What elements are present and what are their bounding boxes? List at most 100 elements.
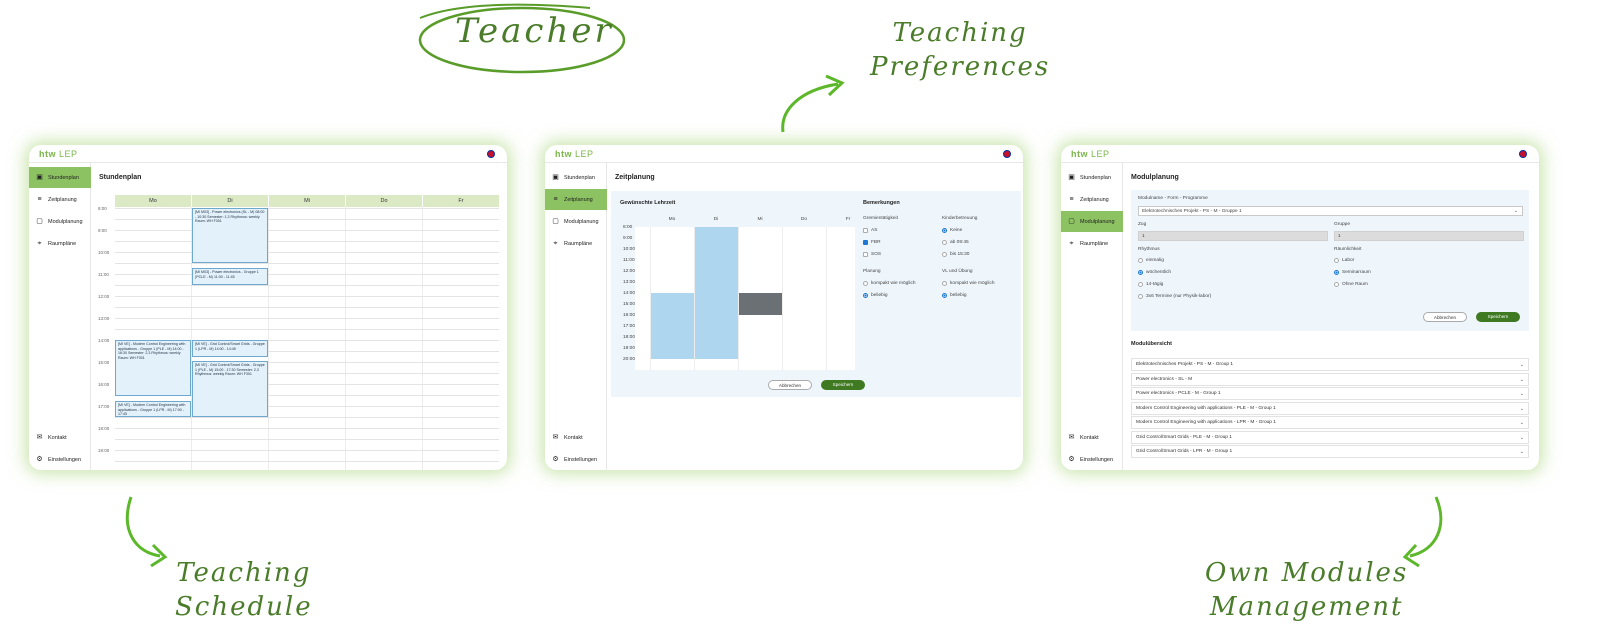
nav-item-schedule[interactable]: ▣ Stundenplan: [29, 167, 91, 188]
calendar-icon: ▣: [1068, 174, 1075, 181]
language-flag-icon[interactable]: [1003, 150, 1011, 158]
rhythm-radio-3x6[interactable]: [1138, 294, 1143, 299]
committee-checkbox-as[interactable]: [863, 228, 868, 233]
schedule-event[interactable]: [MI VE] - Grid Control/Smart Grids - Gru…: [192, 361, 268, 417]
language-flag-icon[interactable]: [1519, 150, 1527, 158]
nav-label: Einstellungen: [48, 456, 82, 463]
grid-line: [115, 241, 499, 242]
nav-label: Modulplanung: [48, 218, 83, 225]
grid-title: Gewünschte Lehrzeit: [620, 200, 676, 206]
nav-label: Modulplanung: [1080, 218, 1115, 225]
nav-item-rooms[interactable]: ⌖ Raumpläne: [1061, 233, 1123, 254]
grid-line: [115, 373, 499, 374]
module-list-item[interactable]: Elektrotechnisches Projekt - PS - M - Gr…: [1131, 358, 1529, 371]
module-list-item[interactable]: Grid Control/Smart Grids - PLE - M - Gro…: [1131, 431, 1529, 444]
planning-radio-compact[interactable]: [863, 281, 868, 286]
rhythm-radio-once[interactable]: [1138, 258, 1143, 263]
room-radio-none[interactable]: [1334, 282, 1339, 287]
htw-logo[interactable]: htw LEP: [39, 149, 78, 159]
language-flag-icon[interactable]: [487, 150, 495, 158]
annotation-own-modules-line2: Management: [1209, 592, 1404, 622]
nav-item-time-planning[interactable]: ≡ Zeitplanung: [1061, 189, 1123, 210]
schedule-event[interactable]: [MI M03] - Power electronics - Gruppe 1 …: [192, 268, 268, 285]
preferred-time-grid[interactable]: Mo Di Mi Do Fr 8:00 9:00 10:00 11:00 12:…: [623, 217, 855, 370]
nav-item-module-planning[interactable]: ▢ Modulplanung: [29, 211, 91, 232]
nav-item-schedule[interactable]: ▣ Stundenplan: [1061, 167, 1123, 188]
nav-item-contact[interactable]: ✉ Kontakt: [1061, 427, 1123, 448]
list-icon: ≡: [37, 196, 42, 203]
nav-item-settings[interactable]: ⚙ Einstellungen: [545, 449, 607, 470]
module-select[interactable]: Elektrotechnisches Projekt - PS - M - Gr…: [1138, 206, 1523, 216]
nav-label: Kontakt: [564, 434, 583, 441]
nav-item-settings[interactable]: ⚙ Einstellungen: [1061, 449, 1123, 470]
grid-line: [694, 227, 695, 370]
schedule-event[interactable]: [MI M03] - Power electronics (SL - M) 08…: [192, 208, 268, 263]
chevron-down-icon: ⌄: [1519, 420, 1524, 426]
module-list-item[interactable]: Modern Control Engineering with applicat…: [1131, 416, 1529, 429]
lecture-exercise-radio-any[interactable]: [942, 293, 947, 298]
nav-item-rooms[interactable]: ⌖ Raumpläne: [545, 233, 607, 254]
chevron-down-icon: ⌄: [1519, 449, 1524, 455]
nav-item-time-planning[interactable]: ≡ Zeitplanung: [29, 189, 91, 210]
save-button[interactable]: Speichern: [1476, 312, 1520, 322]
grid-line: [115, 296, 499, 297]
nav-item-rooms[interactable]: ⌖ Raumpläne: [29, 233, 91, 254]
committee-checkbox-sos[interactable]: [863, 252, 868, 257]
grid-line: [738, 227, 739, 370]
nav-label: Raumpläne: [48, 240, 77, 247]
planning-label: Planung: [863, 269, 881, 274]
cancel-button[interactable]: Abbrechen: [768, 380, 812, 390]
rhythm-option: 14-tägig: [1146, 282, 1164, 287]
sidebar: ▣ Stundenplan ≡ Zeitplanung ▢ Modulplanung …: [545, 163, 607, 470]
nav-label: Raumpläne: [1080, 240, 1109, 247]
schedule-event[interactable]: [MI VE] - Modern Control Engineering wit…: [115, 340, 191, 396]
lecture-exercise-radio-compact[interactable]: [942, 281, 947, 286]
chevron-down-icon: ⌄: [1513, 208, 1518, 214]
nav-label: Zeitplanung: [564, 196, 593, 203]
grid-line: [115, 351, 499, 352]
cancel-button[interactable]: Abbrechen: [1423, 312, 1467, 322]
childcare-radio-from[interactable]: [942, 240, 947, 245]
module-list-label: Elektrotechnisches Projekt - PS - M - Gr…: [1136, 362, 1234, 367]
day-header: Mi: [757, 217, 763, 222]
htw-logo[interactable]: htw LEP: [555, 149, 594, 159]
nav-item-schedule[interactable]: ▣ Stundenplan: [545, 167, 607, 188]
preferred-slot[interactable]: [650, 293, 694, 359]
room-radio-seminar[interactable]: [1334, 270, 1339, 275]
grid-line: [115, 285, 499, 286]
list-icon: ≡: [553, 196, 558, 203]
room-radio-lab[interactable]: [1334, 258, 1339, 263]
room-option: Labor: [1342, 258, 1355, 263]
schedule-event[interactable]: [MI VE] - Grid Control/Smart Grids - Gru…: [192, 340, 268, 357]
module-list-item[interactable]: Modern Control Engineering with applicat…: [1131, 402, 1529, 415]
annotation-preferences-line2: Preferences: [870, 52, 1051, 82]
nav-item-time-planning[interactable]: ≡ Zeitplanung: [545, 189, 607, 210]
childcare-radio-none[interactable]: [942, 228, 947, 233]
rhythm-radio-biweekly[interactable]: [1138, 282, 1143, 287]
planning-radio-any[interactable]: [863, 293, 868, 298]
annotation-schedule-line2: Schedule: [175, 592, 313, 622]
day-header: Do: [800, 217, 808, 222]
grid-line: [115, 439, 499, 440]
module-list-item[interactable]: Power electronics - SL - M ⌄: [1131, 373, 1529, 386]
nav-label: Einstellungen: [1080, 456, 1114, 463]
htw-logo[interactable]: htw LEP: [1071, 149, 1110, 159]
rhythm-radio-weekly[interactable]: [1138, 270, 1143, 275]
schedule-event[interactable]: [MI VE] - Modern Control Engineering wit…: [115, 401, 191, 417]
nav-item-module-planning[interactable]: ▢ Modulplanung: [1061, 211, 1123, 232]
committee-checkbox-fbr[interactable]: [863, 240, 868, 245]
preferred-slot[interactable]: [694, 227, 738, 359]
time-label: 15:00: [623, 302, 636, 307]
preferences-panel: Gewünschte Lehrzeit Mo Di Mi Do Fr 8:00 …: [611, 191, 1021, 397]
nav-item-module-planning[interactable]: ▢ Modulplanung: [545, 211, 607, 232]
childcare-radio-until[interactable]: [942, 252, 947, 257]
module-list-item[interactable]: Power electronics - PCLE - M - Group 1 ⌄: [1131, 387, 1529, 400]
nav-item-settings[interactable]: ⚙ Einstellungen: [29, 449, 91, 470]
logo-suffix: LEP: [575, 149, 594, 159]
save-button[interactable]: Speichern: [821, 380, 865, 390]
module-list-item[interactable]: Grid Control/Smart Grids - LPR - M - Gro…: [1131, 445, 1529, 458]
nav-item-contact[interactable]: ✉ Kontakt: [545, 427, 607, 448]
nav-item-contact[interactable]: ✉ Kontakt: [29, 427, 91, 448]
chevron-down-icon: ⌄: [1519, 362, 1524, 368]
blocked-slot[interactable]: [738, 293, 782, 315]
